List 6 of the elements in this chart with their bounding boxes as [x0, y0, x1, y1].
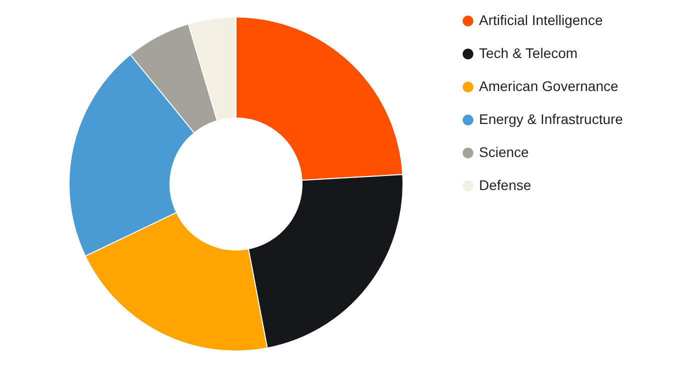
legend-label: Tech & Telecom — [479, 45, 578, 61]
legend-label: American Governance — [479, 78, 619, 94]
legend-label: Science — [479, 144, 530, 160]
legend-label: Artificial Intelligence — [479, 12, 603, 28]
legend-label: Energy & Infrastructure — [479, 111, 624, 127]
legend-label: Defense — [479, 177, 532, 193]
